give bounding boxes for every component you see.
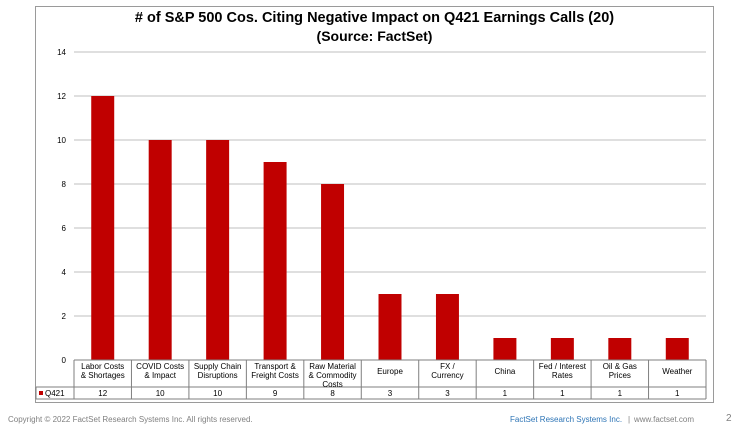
y-tick-label: 6 [62,224,67,233]
data-value-label: 3 [445,389,450,398]
data-value-label: 1 [560,389,565,398]
data-value-label: 8 [330,389,335,398]
chart-title: # of S&P 500 Cos. Citing Negative Impact… [134,10,615,26]
bars [91,96,689,360]
bar [493,338,517,360]
y-tick-label: 10 [57,136,66,145]
data-table: Labor Costs & Shortages 12 COVID Costs & Imp… [35,359,707,400]
bar [378,294,402,360]
bar [435,294,459,360]
legend-swatch [39,391,43,395]
category-label: Europe [377,367,403,376]
bar [91,96,115,360]
category-label: Supply Chain Disruptions [194,362,242,380]
category-label: FX / Currency [431,362,463,380]
category-label: Labor Costs & Shortages [81,362,125,380]
data-value-label: 1 [618,389,623,398]
y-tick-label: 2 [62,312,67,321]
bar [608,338,632,360]
footer-separator: | [628,415,631,424]
category-label: Oil & Gas Prices [603,362,637,380]
y-tick-label: 8 [62,180,67,189]
data-value-label: 3 [388,389,393,398]
data-value-label: 10 [213,389,222,398]
y-tick-label: 14 [57,48,66,57]
bar [263,162,287,360]
footer-copyright: Copyright © 2022 FactSet Research System… [8,415,253,424]
footer-company: FactSet Research Systems Inc. [510,415,623,424]
data-value-label: 12 [98,389,107,398]
legend-label: Q421 [45,389,65,398]
category-label: COVID Costs & Impact [136,362,184,380]
bar [321,184,345,360]
data-value-label: 1 [675,389,680,398]
data-value-label: 9 [273,389,278,398]
y-tick-label: 4 [62,268,67,277]
category-label: China [494,367,515,376]
bar-chart: 0 2 4 6 8 10 12 14 Labor Costs & Shortages 12 COVI… [35,48,707,400]
bar [206,140,230,360]
y-tick-label: 12 [57,92,66,101]
category-label: Transport & Freight Costs [251,362,299,380]
data-value-label: 1 [503,389,508,398]
category-label: Raw Material & Commodity Costs [309,362,357,389]
category-label: Fed / Interest Rates [539,362,587,380]
bar [550,338,574,360]
data-value-label: 10 [156,389,165,398]
bar [665,338,689,360]
chart-frame [35,6,714,403]
footer-url: www.factset.com [634,415,695,424]
chart-subtitle: (Source: FactSet) [316,28,433,44]
category-label: Weather [662,367,692,376]
page-number: 2 [726,413,732,424]
y-tick-label: 0 [62,356,67,365]
bar [148,140,172,360]
y-axis-ticks: 0 2 4 6 8 10 12 14 [57,48,66,365]
